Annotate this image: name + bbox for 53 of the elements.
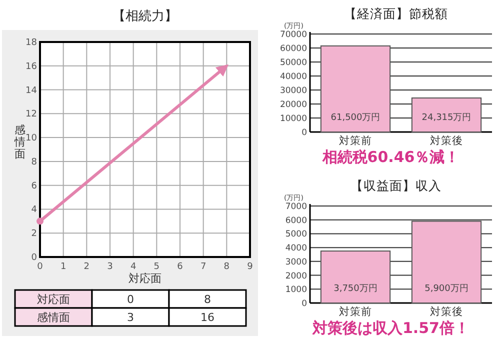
data-label: 3,750万円 — [334, 284, 378, 294]
y-tick-label: 40000 — [280, 72, 307, 82]
y-tick-label: 2000 — [285, 271, 307, 282]
data-label: 61,500万円 — [330, 113, 380, 123]
y-tick-label: 6 — [31, 181, 38, 192]
x-tick-label: 6 — [177, 262, 184, 272]
y-tick-label: 6000 — [285, 216, 307, 226]
x-tick-label: 9 — [247, 262, 254, 272]
text: 相続税60.46％減！ — [321, 148, 460, 166]
y-tick-label: 30000 — [280, 86, 307, 96]
y-tick-label: 4000 — [285, 244, 307, 254]
y-tick-label: 60000 — [280, 44, 307, 54]
x-tick-label: 対策前 — [339, 305, 372, 318]
text: 8 — [204, 293, 211, 306]
y-tick-label: 5000 — [285, 230, 307, 240]
text: 16 — [200, 311, 214, 324]
chart-title: 【経済面】節税額 — [344, 6, 448, 21]
x-tick-label: 対策後 — [430, 134, 463, 147]
category-label: 感情面 — [37, 311, 70, 324]
chart-title: 【相続力】 — [112, 9, 178, 24]
y-tick-label: 3000 — [285, 257, 307, 268]
x-tick-label: 2 — [84, 262, 90, 272]
y-tick-label: 20000 — [280, 100, 307, 110]
y-tick-label: 7000 — [285, 202, 307, 212]
x-tick-label: 対策前 — [339, 134, 372, 147]
category-label: 対応面 — [37, 293, 70, 306]
y-tick-label: 1000 — [285, 285, 307, 296]
y-tick-label: 50000 — [280, 58, 307, 68]
x-tick-label: 3 — [107, 262, 113, 272]
y-tick-label: 0 — [31, 253, 38, 263]
y-tick-label: 4 — [31, 205, 38, 216]
x-tick-label: 1 — [60, 262, 66, 272]
y-tick-label: 12 — [26, 110, 37, 120]
text: 0 — [127, 293, 134, 306]
y-tick-label: 10 — [26, 134, 38, 144]
y-tick-label: 10000 — [280, 114, 307, 124]
x-tick-label: 5 — [154, 262, 160, 272]
x-tick-label: 8 — [224, 262, 230, 272]
x-tick-label: 対策後 — [430, 305, 463, 318]
chart-title: 【収益面】収入 — [350, 178, 442, 193]
data-label: 5,900万円 — [424, 284, 468, 294]
y-tick-label: 2 — [31, 229, 37, 240]
x-tick-label: 7 — [200, 262, 206, 272]
text: 対策後は収入1.57倍！ — [311, 319, 470, 337]
y-axis-title: 感情面 — [14, 124, 26, 160]
data-label: 24,315万円 — [422, 113, 472, 123]
y-tick-label: 18 — [26, 38, 38, 48]
y-tick-label: 16 — [26, 62, 38, 72]
x-axis-title: 対応面 — [128, 272, 162, 285]
x-tick-label: 4 — [130, 262, 136, 272]
y-tick-label: 14 — [26, 86, 38, 96]
y-tick-label: 70000 — [280, 30, 307, 40]
y-tick-label: 8 — [31, 157, 38, 168]
